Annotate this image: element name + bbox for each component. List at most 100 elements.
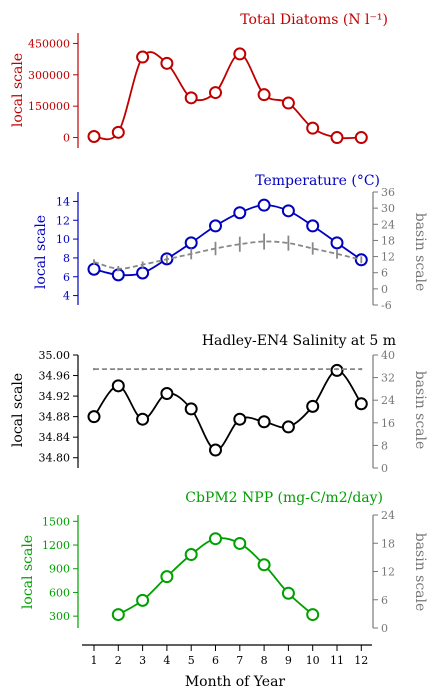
temperature-data-point — [87, 262, 101, 276]
temperature-right-tick-label: 24 — [381, 218, 395, 231]
temperature-right-tick-label: 18 — [381, 234, 395, 247]
diatoms-series-line — [93, 51, 362, 141]
diatoms-data-point — [136, 50, 150, 64]
temperature-data-point — [233, 206, 247, 220]
diatoms-left-tick-label: 450000 — [28, 37, 70, 50]
diatoms-data-point — [87, 130, 101, 143]
temperature-left-tick-label: 12 — [56, 214, 70, 227]
npp-left-tick-label: 300 — [49, 610, 70, 623]
diatoms-data-point — [209, 86, 222, 100]
temperature-left-tick-label: 8 — [63, 252, 70, 265]
temperature-ylabel: local scale — [33, 215, 49, 289]
salinity-title: Hadley-EN4 Salinity at 5 m — [202, 333, 396, 349]
npp-right-tick-label: 0 — [381, 622, 388, 635]
temperature-right-tick-label: 30 — [381, 202, 395, 215]
salinity-data-point — [136, 412, 150, 426]
x-tick-label: 10 — [306, 654, 320, 667]
salinity-data-point — [184, 402, 198, 416]
temperature-data-point — [136, 266, 150, 280]
npp-right-tick-label: 18 — [381, 537, 395, 550]
temperature-data-point — [209, 219, 222, 233]
x-tick-label: 8 — [261, 654, 268, 667]
temperature-left-tick-label: 10 — [56, 233, 70, 246]
salinity-data-point — [111, 379, 125, 393]
npp-right-tick-label: 24 — [381, 509, 395, 522]
diatoms-left-tick-label: 0 — [63, 132, 70, 145]
salinity-left-tick-label: 35.00 — [39, 349, 71, 362]
x-tick-label: 12 — [354, 654, 368, 667]
salinity-left-tick-label: 34.96 — [39, 370, 71, 383]
temperature-data-point — [330, 236, 344, 250]
salinity-data-point — [87, 410, 101, 424]
temperature-left-tick-label: 14 — [56, 195, 70, 208]
salinity-data-point — [330, 363, 344, 377]
npp-data-point — [184, 548, 198, 562]
diatoms-panel: Total Diatoms (N l⁻¹) local scale 0 15000… — [10, 12, 388, 148]
diatoms-data-point — [111, 125, 125, 139]
diatoms-left-tick-label: 300000 — [28, 69, 70, 82]
salinity-data-point — [160, 387, 174, 401]
npp-right-tick-label: 6 — [381, 594, 388, 607]
salinity-ylabel: local scale — [10, 373, 26, 447]
npp-data-point — [160, 570, 174, 584]
temperature-left-tick-label: 4 — [63, 290, 70, 303]
npp-left-tick-label: 1200 — [42, 539, 70, 552]
npp-data-point — [233, 536, 247, 550]
npp-left-tick-label: 900 — [49, 563, 70, 576]
salinity-data-point — [209, 443, 222, 457]
x-tick-label: 11 — [330, 654, 344, 667]
x-tick-label: 6 — [212, 654, 219, 667]
diatoms-data-point — [233, 47, 247, 61]
x-tick-label: 5 — [188, 654, 195, 667]
npp-left-tick-label: 1500 — [42, 515, 70, 528]
temperature-right-tick-label: 6 — [381, 267, 388, 280]
temperature-left-tick-label: 6 — [63, 271, 70, 284]
npp-title: CbPM2 NPP (mg-C/m2/day) — [185, 490, 383, 506]
salinity-panel: Hadley-EN4 Salinity at 5 m local scale b… — [10, 333, 428, 475]
x-tick-label: 4 — [163, 654, 170, 667]
salinity-left-tick-label: 34.84 — [39, 431, 71, 444]
diatoms-data-point — [354, 131, 368, 145]
salinity-left-tick-label: 34.92 — [39, 390, 71, 403]
npp-data-point — [306, 608, 320, 622]
x-axis: Month of Year 1 2 3 4 5 6 7 8 9 10 11 12 — [82, 644, 372, 690]
npp-data-point — [257, 558, 271, 572]
salinity-left-tick-label: 34.88 — [39, 411, 71, 424]
temperature-series-line — [93, 204, 362, 277]
salinity-data-point — [306, 399, 320, 413]
diatoms-data-point — [281, 96, 295, 110]
salinity-right-tick-label: 16 — [381, 417, 395, 430]
x-axis-label: Month of Year — [185, 674, 286, 690]
salinity-right-tick-label: 32 — [381, 372, 395, 385]
diatoms-title: Total Diatoms (N l⁻¹) — [240, 12, 388, 28]
salinity-data-point — [354, 397, 368, 411]
x-tick-label: 2 — [115, 654, 122, 667]
npp-left-tick-label: 600 — [49, 586, 70, 599]
diatoms-ylabel: local scale — [10, 53, 26, 127]
temperature-right-tick-label: 0 — [381, 283, 388, 296]
temperature-data-point — [281, 204, 295, 218]
diatoms-data-point — [257, 88, 271, 102]
salinity-data-point — [257, 415, 271, 429]
salinity-right-tick-label: 0 — [381, 462, 388, 475]
npp-data-point — [111, 608, 125, 622]
temperature-right-tick-label: 36 — [381, 186, 395, 199]
temperature-right-tick-label: -6 — [381, 299, 392, 312]
temperature-basin-line — [93, 240, 362, 270]
x-tick-label: 1 — [91, 654, 98, 667]
npp-data-point — [136, 593, 150, 607]
npp-ylabel: local scale — [20, 535, 36, 609]
salinity-ylabel-right: basin scale — [412, 371, 428, 450]
salinity-left-tick-label: 34.80 — [39, 452, 71, 465]
temperature-panel: Temperature (°C) local scale basin scale… — [33, 173, 428, 312]
x-tick-label: 9 — [285, 654, 292, 667]
diatoms-data-point — [330, 131, 344, 145]
x-tick-label: 7 — [236, 654, 243, 667]
npp-data-point — [281, 586, 295, 600]
salinity-data-point — [281, 420, 295, 434]
npp-data-point — [209, 532, 222, 546]
salinity-right-tick-label: 40 — [381, 349, 395, 362]
npp-ylabel-right: basin scale — [412, 533, 428, 612]
salinity-right-tick-label: 24 — [381, 394, 395, 407]
